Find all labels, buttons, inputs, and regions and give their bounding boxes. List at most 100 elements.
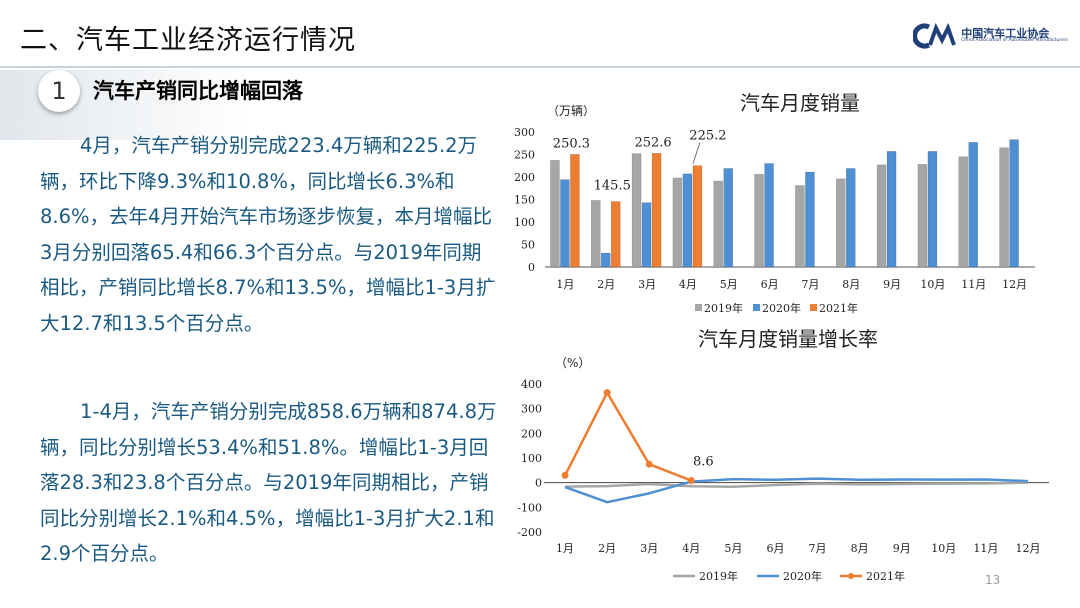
line-chart-x-tick-label: 10月 — [931, 542, 956, 555]
line-chart-x-tick-label: 5月 — [724, 542, 742, 555]
line-chart-x-tick-label: 7月 — [809, 542, 827, 555]
line-chart-y-tick-label: 400 — [521, 378, 542, 391]
line-chart-x-tick-label: 1月 — [556, 542, 574, 555]
page-number: 13 — [985, 573, 1001, 587]
bar-2021年-2月 — [611, 201, 621, 268]
line-chart-y-tick-label: -200 — [517, 526, 542, 539]
bar-2019年-7月 — [795, 185, 805, 268]
line-chart-y-tick-label: 300 — [521, 403, 542, 416]
line-legend-label: 2020年 — [783, 569, 822, 583]
line-chart-y-tick-label: -100 — [517, 501, 542, 514]
bar-chart-y-tick-label: 300 — [514, 126, 535, 139]
line-chart-y-tick-label: 0 — [535, 477, 542, 490]
line-series-2021年 — [563, 391, 692, 482]
page-title: 二、汽车工业经济运行情况 — [20, 25, 356, 56]
bar-chart-x-tick-label: 1月 — [556, 278, 574, 291]
line-chart-x-tick-label: 12月 — [1015, 542, 1040, 555]
bar-2020年-10月 — [927, 151, 938, 268]
bar-2019年-8月 — [836, 178, 846, 268]
line-chart-x-tick-label: 4月 — [682, 542, 700, 555]
bar-legend-label: 2020年 — [762, 301, 801, 315]
bar-chart-y-tick-label: 200 — [514, 171, 535, 184]
bar-2019年-5月 — [713, 180, 723, 268]
bar-2019年-10月 — [917, 164, 928, 268]
bar-2020年-2月 — [601, 252, 611, 268]
line-chart-y-tick-label: 100 — [521, 452, 542, 465]
line-point-2021年-1月 — [561, 471, 569, 479]
line-point-2021年-3月 — [645, 460, 653, 468]
bar-2019年-12月 — [999, 147, 1009, 268]
line-chart-x-tick-label: 9月 — [893, 542, 911, 555]
bar-2019年-11月 — [958, 156, 968, 268]
bar-chart-y-tick-label: 250 — [514, 149, 535, 162]
bar-chart-x-tick-label: 12月 — [1002, 278, 1027, 291]
line-legend-label: 2019年 — [699, 569, 738, 583]
line-point-2021年-2月 — [603, 389, 611, 397]
bar-data-label: 225.2 — [689, 129, 726, 144]
bar-chart-title: 汽车月度销量 — [740, 91, 860, 115]
line-chart-x-tick-label: 8月 — [851, 542, 869, 555]
bar-chart-x-tick-label: 2月 — [597, 278, 615, 291]
bar-chart-x-tick-label: 5月 — [720, 278, 738, 291]
line-chart-title: 汽车月度销量增长率 — [698, 327, 878, 351]
bar-2020年-5月 — [723, 168, 733, 268]
bar-2020年-4月 — [682, 173, 693, 268]
bar-2021年-3月 — [651, 153, 662, 268]
line-legend-label: 2021年 — [866, 569, 905, 583]
bar-chart-x-tick-label: 8月 — [842, 278, 860, 291]
bar-2020年-7月 — [805, 171, 815, 268]
monthly-sales-bar-chart: 汽车月度销量 （万辆） 0 50 100 150 200 250 300 1月 2月 3月 4月 5月 6月… — [514, 91, 1035, 315]
bar-2019年-1月 — [550, 160, 560, 268]
bar-data-label: 250.3 — [553, 136, 590, 151]
bar-chart-y-tick-label: 50 — [521, 239, 535, 252]
logo-text-en: China Association of Automobile Manufact… — [961, 38, 1068, 44]
bar-2020年-3月 — [641, 202, 652, 268]
bar-2020年-11月 — [968, 142, 978, 268]
bar-chart-x-tick-label: 6月 — [761, 278, 779, 291]
bar-data-label-leader — [692, 142, 701, 164]
bar-legend-swatch-2021年 — [810, 304, 817, 311]
bar-chart-x-tick-label: 11月 — [961, 278, 986, 291]
bar-legend-label: 2021年 — [819, 301, 858, 315]
bar-2019年-2月 — [591, 200, 601, 268]
line-series-2019年 — [565, 481, 1028, 488]
bar-chart-x-tick-label: 10月 — [920, 278, 945, 291]
bar-2020年-8月 — [846, 168, 856, 268]
line-chart-x-tick-label: 6月 — [766, 542, 784, 555]
bar-chart-y-tick-label: 100 — [514, 216, 535, 229]
paragraph-april-text: 4月，汽车产销分别完成223.4万辆和225.2万辆，环比下降9.3%和10.8… — [40, 134, 496, 335]
bar-2020年-1月 — [560, 179, 570, 268]
header-divider — [0, 66, 1080, 68]
line-point-2021年-4月 — [687, 477, 695, 485]
line-chart-y-tick-label: 200 — [521, 427, 542, 440]
bar-2020年-12月 — [1009, 139, 1019, 268]
line-legend-marker-2021年 — [848, 573, 854, 579]
monthly-growth-line-chart: 汽车月度销量增长率 （%） -200 -100 0 100 200 300 400 1月 2月 3月 4… — [517, 327, 1049, 583]
bar-legend-label: 2019年 — [704, 301, 743, 315]
line-chart-x-tick-label: 11月 — [973, 542, 998, 555]
bar-chart-x-tick-label: 3月 — [638, 278, 656, 291]
paragraph-april: 4月，汽车产销分别完成223.4万辆和225.2万辆，环比下降9.3%和10.8… — [40, 128, 500, 341]
bar-2020年-6月 — [764, 163, 774, 268]
bar-2020年-9月 — [886, 151, 897, 268]
paragraph-jan-apr: 1-4月，汽车产销分别完成858.6万辆和874.8万辆，同比分别增长53.4%… — [40, 394, 500, 572]
line-chart-x-tick-label: 3月 — [640, 542, 658, 555]
section-number: 1 — [38, 70, 80, 112]
caam-logo-icon — [913, 22, 957, 49]
bar-legend-swatch-2019年 — [695, 304, 702, 311]
bar-data-label: 145.5 — [594, 179, 631, 194]
bar-chart-x-tick-label: 4月 — [679, 278, 697, 291]
bar-chart-y-tick-label: 0 — [528, 261, 535, 274]
line-data-label: 8.6 — [693, 455, 714, 470]
bar-2021年-1月 — [570, 154, 580, 268]
caam-logo: 中国汽车工业协会 China Association of Automobile… — [913, 22, 1068, 50]
line-series-2020年 — [564, 477, 1029, 504]
bar-2021年-4月 — [692, 165, 703, 268]
bar-2019年-3月 — [631, 153, 642, 268]
bar-chart-x-tick-label: 7月 — [801, 278, 819, 291]
bar-chart-y-tick-label: 150 — [514, 194, 535, 207]
bar-data-label: 252.6 — [634, 135, 671, 150]
bar-chart-y-unit: （万辆） — [547, 104, 595, 118]
paragraph-jan-apr-text: 1-4月，汽车产销分别完成858.6万辆和874.8万辆，同比分别增长53.4%… — [40, 400, 497, 565]
bar-legend-swatch-2020年 — [753, 304, 760, 311]
